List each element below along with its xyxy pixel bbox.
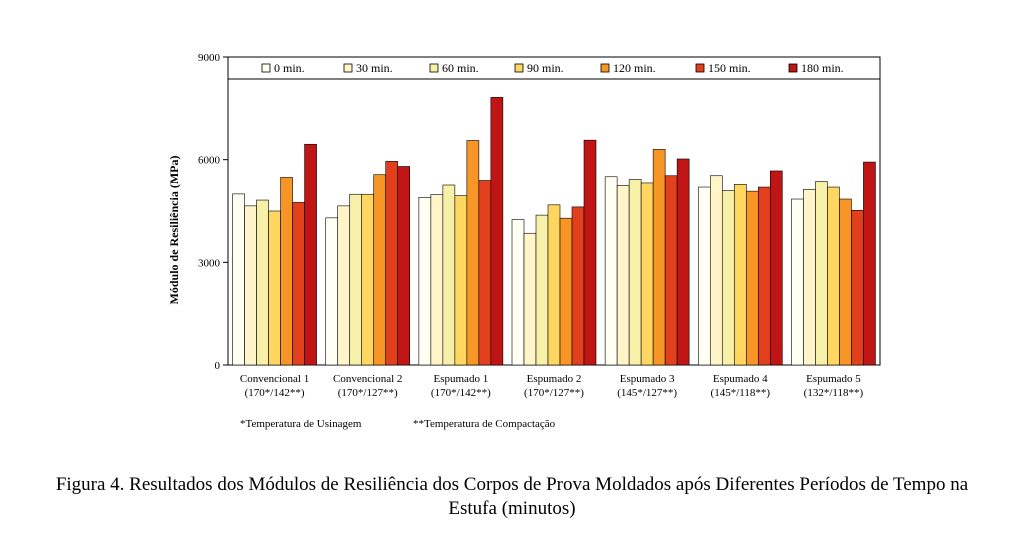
category-label: Espumado 2 <box>527 373 582 385</box>
y-tick-label: 3000 <box>198 257 221 269</box>
bar <box>535 214 549 366</box>
bar <box>385 161 399 366</box>
legend-swatch <box>261 63 271 73</box>
footnote-usinagem: *Temperatura de Usinagem <box>240 418 362 430</box>
bar <box>769 170 783 366</box>
bar <box>268 210 281 366</box>
bar <box>232 193 245 366</box>
bar <box>616 185 630 366</box>
category-label: Convencional 2 <box>333 373 402 385</box>
bar <box>709 175 723 366</box>
bar <box>373 174 387 366</box>
bar <box>466 140 480 366</box>
x-axis-categories: Convencional 1 (170*/142**) Convencional 2… <box>240 373 864 399</box>
category-sublabel: (145*/118**) <box>711 387 771 399</box>
legend-swatch <box>429 63 439 73</box>
category-sublabel: (170*/142**) <box>245 387 305 399</box>
bar <box>442 184 456 366</box>
bar <box>664 175 678 366</box>
category-sublabel: (170*/142**) <box>431 387 491 399</box>
bar <box>349 193 363 366</box>
legend-label: 180 min. <box>801 61 844 75</box>
category-sublabel: (170*/127**) <box>524 387 584 399</box>
caption-line-2: Estufa (minutos) <box>448 498 576 519</box>
figure-caption: Figura 4. Resultados dos Módulos de Resi… <box>0 473 1024 521</box>
bar <box>280 177 293 366</box>
y-axis-label: Módulo de Resiliência (MPa) <box>167 156 181 305</box>
legend-label: 0 min. <box>274 61 305 75</box>
bar <box>325 217 339 366</box>
bar <box>430 194 444 366</box>
bars <box>232 97 876 366</box>
bar <box>733 184 747 366</box>
bar <box>721 190 735 366</box>
category-sublabel: (170*/127**) <box>338 387 398 399</box>
legend-label: 90 min. <box>527 61 564 75</box>
legend-label: 60 min. <box>442 61 479 75</box>
y-tick-label: 0 <box>215 360 221 372</box>
bar <box>604 176 618 366</box>
bar <box>292 202 305 366</box>
bar <box>304 143 317 366</box>
category-label: Espumado 5 <box>806 373 861 385</box>
bar <box>745 190 759 366</box>
bar <box>478 180 492 366</box>
category-label: Convencional 1 <box>240 373 309 385</box>
bar <box>697 186 711 366</box>
bar <box>337 205 351 366</box>
bar <box>628 179 642 366</box>
bar <box>757 186 771 366</box>
bar <box>827 186 840 366</box>
bar <box>397 166 411 366</box>
category-label: Espumado 4 <box>713 373 768 385</box>
legend-box <box>227 56 881 80</box>
bar <box>676 158 690 366</box>
legend-label: 30 min. <box>356 61 393 75</box>
legend-swatch <box>695 63 705 73</box>
bar <box>863 161 876 366</box>
caption-line-1: Figura 4. Resultados dos Módulos de Resi… <box>55 474 969 495</box>
bar <box>571 206 585 366</box>
bar <box>244 205 257 366</box>
category-label: Espumado 1 <box>434 373 489 385</box>
footnote-compactacao: **Temperatura de Compactação <box>413 418 556 430</box>
bar <box>851 210 864 366</box>
y-tick-label: 9000 <box>198 52 221 64</box>
bar <box>791 198 804 366</box>
category-sublabel: (145*/127**) <box>617 387 677 399</box>
y-tick-label: 6000 <box>198 155 221 167</box>
bar <box>815 181 828 366</box>
bar <box>256 199 269 366</box>
bar <box>640 182 654 366</box>
bar <box>418 197 432 366</box>
legend-swatch <box>514 63 524 73</box>
chart: 0 3000 6000 9000 Módulo de Resiliência (MPa… <box>167 52 881 430</box>
legend-swatch <box>788 63 798 73</box>
bar <box>523 232 537 366</box>
bar <box>547 204 561 366</box>
category-label: Espumado 3 <box>620 373 675 385</box>
bar <box>583 139 597 366</box>
bar <box>454 195 468 366</box>
bar <box>839 198 852 366</box>
bar <box>511 219 525 366</box>
bar <box>490 97 504 366</box>
legend-swatch <box>343 63 353 73</box>
category-sublabel: (132*/118**) <box>804 387 864 399</box>
y-axis-ticks: 0 3000 6000 9000 <box>198 52 228 372</box>
legend-swatch <box>600 63 610 73</box>
bar <box>652 149 666 366</box>
legend-label: 120 min. <box>613 61 656 75</box>
legend-label: 150 min. <box>708 61 751 75</box>
bar <box>803 189 816 366</box>
legend: 0 min. 30 min. 60 min. 90 min. 120 min. 150 m… <box>261 61 844 75</box>
bar <box>559 217 573 366</box>
bar <box>361 193 375 366</box>
